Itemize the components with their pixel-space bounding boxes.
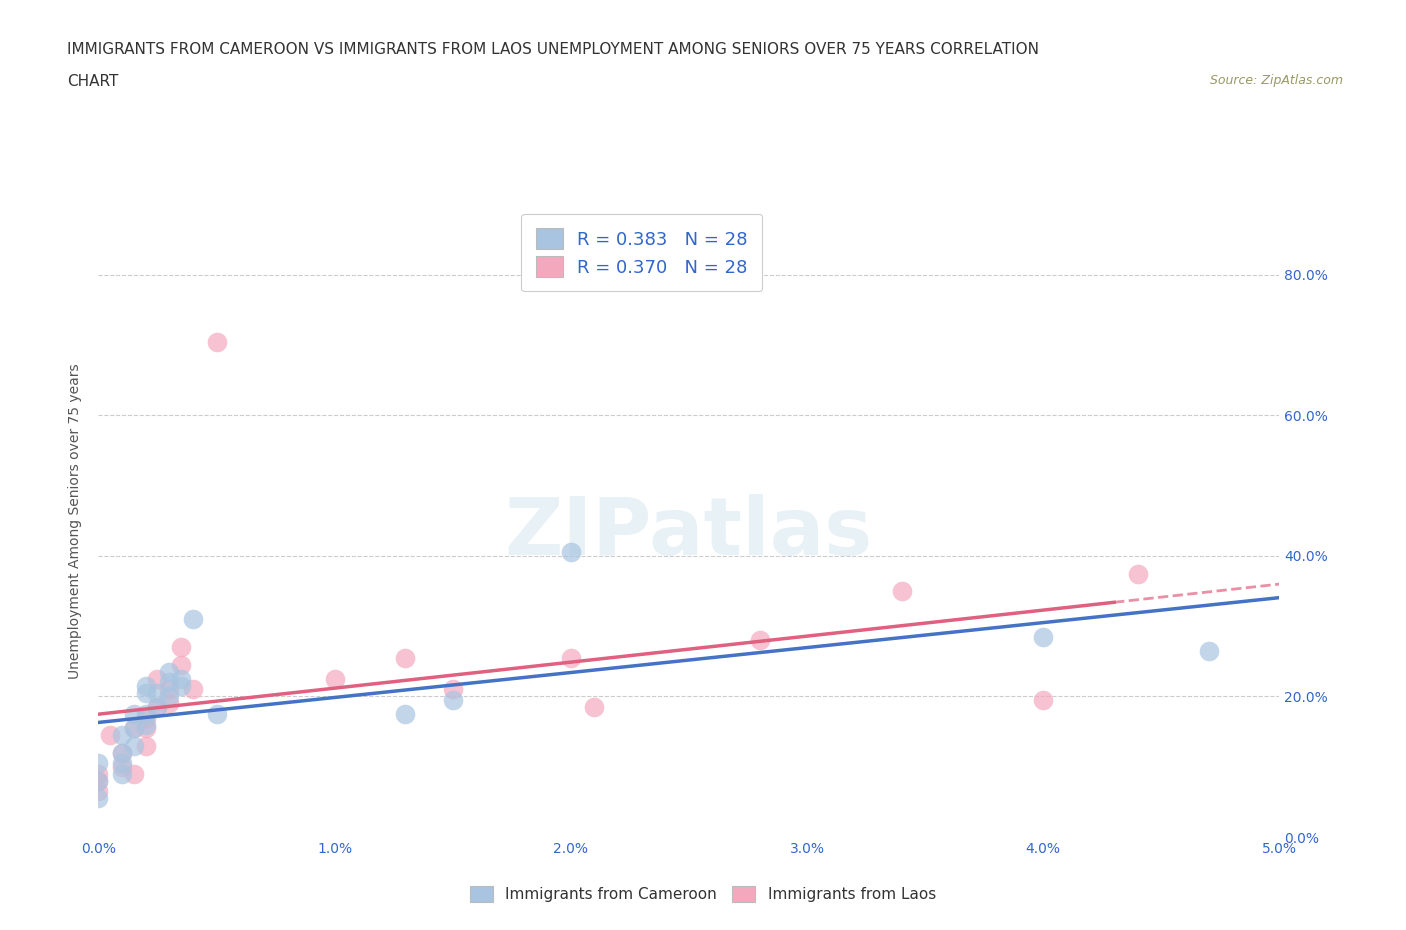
Point — [323, 671, 346, 686]
Point — [146, 671, 169, 686]
Point — [111, 745, 134, 760]
Point — [135, 685, 157, 700]
Point — [157, 664, 180, 679]
Text: CHART: CHART — [67, 74, 120, 89]
Point — [111, 727, 134, 742]
Point — [122, 766, 145, 781]
Point — [135, 707, 157, 722]
Point — [181, 682, 204, 697]
Point — [135, 717, 157, 732]
Point — [205, 334, 228, 349]
Point — [170, 658, 193, 672]
Point — [122, 721, 145, 736]
Point — [111, 766, 134, 781]
Point — [441, 693, 464, 708]
Point — [560, 650, 582, 665]
Legend: R = 0.383   N = 28, R = 0.370   N = 28: R = 0.383 N = 28, R = 0.370 N = 28 — [522, 214, 762, 291]
Point — [181, 612, 204, 627]
Point — [890, 584, 912, 599]
Point — [170, 671, 193, 686]
Point — [146, 699, 169, 714]
Point — [135, 738, 157, 753]
Point — [122, 707, 145, 722]
Point — [170, 679, 193, 694]
Point — [135, 711, 157, 725]
Point — [135, 679, 157, 694]
Point — [135, 721, 157, 736]
Point — [441, 682, 464, 697]
Point — [111, 756, 134, 771]
Point — [1032, 693, 1054, 708]
Point — [146, 699, 169, 714]
Point — [170, 640, 193, 655]
Point — [1032, 630, 1054, 644]
Point — [87, 756, 110, 771]
Point — [111, 745, 134, 760]
Point — [98, 727, 121, 742]
Point — [394, 707, 416, 722]
Point — [157, 696, 180, 711]
Point — [87, 766, 110, 781]
Y-axis label: Unemployment Among Seniors over 75 years: Unemployment Among Seniors over 75 years — [69, 363, 83, 679]
Text: ZIPatlas: ZIPatlas — [505, 495, 873, 573]
Point — [748, 632, 770, 647]
Point — [560, 545, 582, 560]
Point — [394, 650, 416, 665]
Point — [122, 721, 145, 736]
Point — [87, 790, 110, 805]
Point — [146, 685, 169, 700]
Point — [122, 738, 145, 753]
Point — [157, 689, 180, 704]
Point — [87, 774, 110, 789]
Point — [157, 675, 180, 690]
Point — [111, 759, 134, 774]
Point — [87, 774, 110, 789]
Point — [205, 707, 228, 722]
Point — [1198, 644, 1220, 658]
Text: Source: ZipAtlas.com: Source: ZipAtlas.com — [1209, 74, 1343, 87]
Point — [583, 699, 606, 714]
Text: IMMIGRANTS FROM CAMEROON VS IMMIGRANTS FROM LAOS UNEMPLOYMENT AMONG SENIORS OVER: IMMIGRANTS FROM CAMEROON VS IMMIGRANTS F… — [67, 42, 1039, 57]
Point — [87, 784, 110, 799]
Point — [157, 682, 180, 697]
Legend: Immigrants from Cameroon, Immigrants from Laos: Immigrants from Cameroon, Immigrants fro… — [464, 880, 942, 909]
Point — [1126, 566, 1149, 581]
